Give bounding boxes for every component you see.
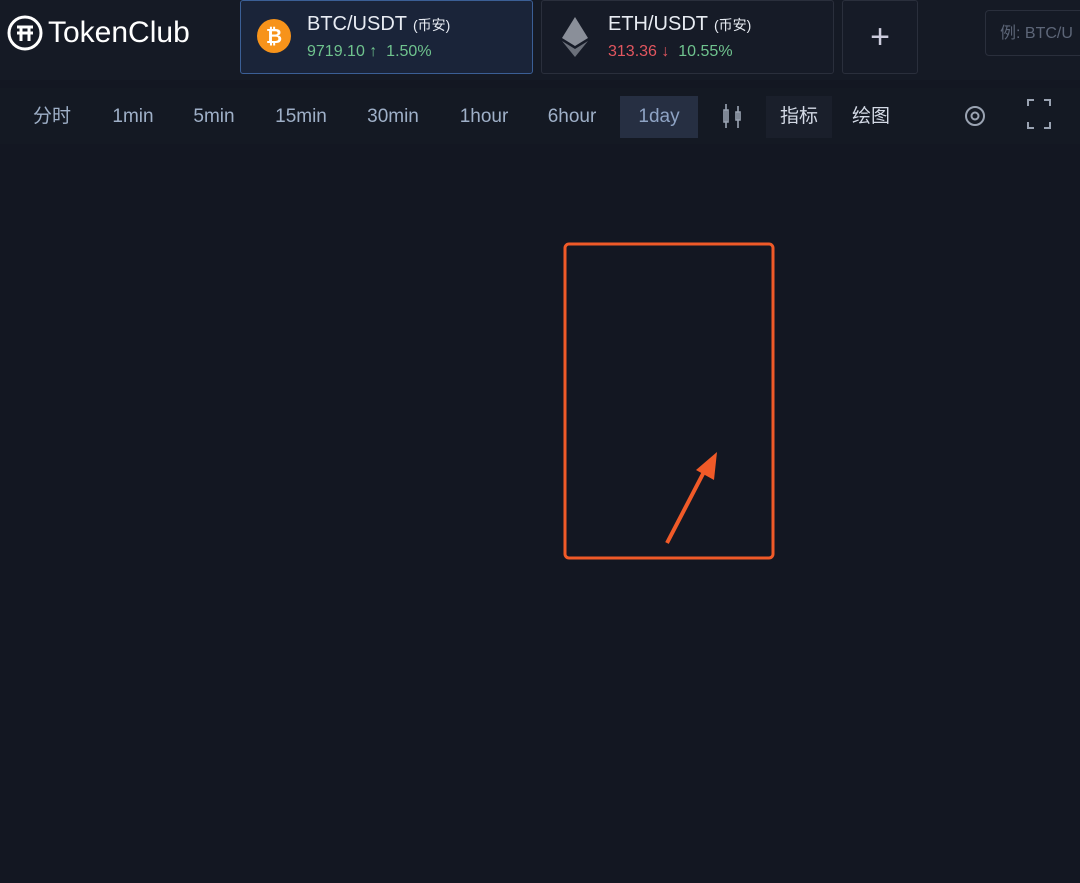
price-value: 9719.10 ↑ xyxy=(307,43,378,60)
pair-name: ETH/USDT xyxy=(608,13,708,35)
interval-button[interactable]: 分时 xyxy=(32,106,71,127)
fullscreen-icon xyxy=(1027,99,1051,129)
background xyxy=(0,144,1080,883)
pair-name: BTC/USDT xyxy=(307,13,407,35)
interval-button[interactable]: 6hour xyxy=(547,106,597,127)
exchange: (币安) xyxy=(413,17,451,33)
header: TokenClub ₿ BTC/USDT (币安) 9719.10 ↑ 1.50%… xyxy=(0,0,1080,80)
interval-button[interactable]: 30min xyxy=(367,106,419,127)
arrow-shaft xyxy=(665,467,708,544)
pair-tab[interactable]: ETH/USDT (币安) 313.36 ↓ 10.55% xyxy=(541,0,834,74)
highlight-box xyxy=(563,242,775,560)
settings-icon xyxy=(965,106,985,126)
eth-icon xyxy=(562,17,588,57)
price-value: 313.36 ↓ xyxy=(608,43,670,60)
change: 1.50% xyxy=(386,43,432,60)
toolbar xyxy=(0,88,1080,144)
interval-button[interactable]: 15min xyxy=(275,106,327,127)
logo: TokenClub xyxy=(48,16,190,49)
btc-icon: ₿ xyxy=(257,19,291,53)
price: 9719.10 ↑ 1.50% xyxy=(307,43,432,61)
candle-type-icon xyxy=(723,104,741,128)
pair: BTC/USDT (币安) xyxy=(307,13,450,36)
interval-button[interactable]: 1hour xyxy=(459,106,509,127)
exchange: (币安) xyxy=(714,17,752,33)
arrow-head xyxy=(696,452,717,480)
gear-center xyxy=(970,111,980,121)
toolbar-button[interactable]: 指标 xyxy=(766,96,832,138)
change: 10.55% xyxy=(678,43,733,60)
interval-button[interactable]: 5min xyxy=(193,106,235,127)
toolbar-button[interactable]: 绘图 xyxy=(851,106,890,127)
logo-icon xyxy=(7,15,43,51)
interval-button[interactable]: 1min xyxy=(112,106,154,127)
search[interactable]: 例: BTC/U xyxy=(985,10,1080,56)
svg-text:₿: ₿ xyxy=(266,26,282,48)
gear[interactable] xyxy=(965,106,985,126)
interval-button[interactable]: 1day xyxy=(620,96,698,138)
pair: ETH/USDT (币安) xyxy=(608,13,751,36)
price: 313.36 ↓ 10.55% xyxy=(608,43,733,61)
pair-tab[interactable]: ₿ BTC/USDT (币安) 9719.10 ↑ 1.50% xyxy=(240,0,533,74)
add-tab[interactable]: + xyxy=(842,0,918,74)
